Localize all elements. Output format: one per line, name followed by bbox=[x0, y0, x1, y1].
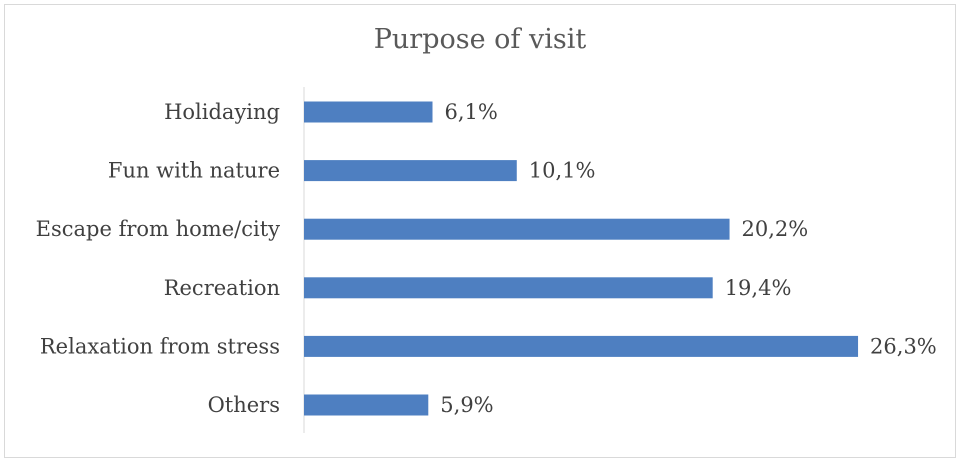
category-label: Others bbox=[208, 393, 280, 417]
bar bbox=[304, 277, 713, 299]
chart-marks: Holidaying 6,1% Fun with nature 10,1% Escape… bbox=[36, 100, 937, 417]
data-label: 6,1% bbox=[445, 100, 498, 124]
chart-title: Purpose of visit bbox=[374, 24, 587, 55]
bar bbox=[304, 335, 859, 357]
bar bbox=[304, 101, 433, 123]
bar bbox=[304, 218, 730, 240]
category-label: Relaxation from stress bbox=[40, 334, 280, 358]
bar bbox=[304, 160, 517, 182]
data-label: 5,9% bbox=[440, 393, 493, 417]
data-label: 20,2% bbox=[742, 217, 809, 241]
category-label: Recreation bbox=[164, 276, 280, 300]
bar bbox=[304, 394, 429, 416]
category-label: Holidaying bbox=[164, 100, 280, 124]
data-label: 19,4% bbox=[725, 276, 792, 300]
data-label: 26,3% bbox=[870, 334, 937, 358]
category-label: Fun with nature bbox=[108, 159, 280, 183]
category-label: Escape from home/city bbox=[36, 217, 280, 241]
data-label: 10,1% bbox=[529, 159, 596, 183]
